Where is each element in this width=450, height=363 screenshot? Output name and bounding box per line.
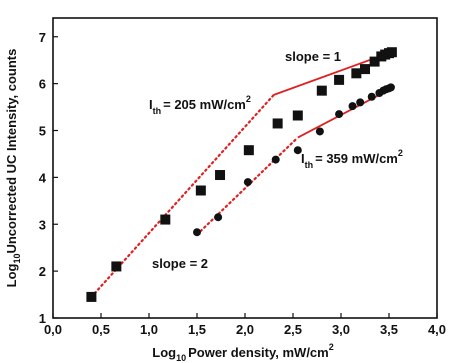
x-tick-label: 3,0 [332, 322, 350, 337]
data-point-square [351, 68, 362, 79]
data-point-circle [367, 92, 376, 101]
x-tick-label: 4,0 [428, 322, 446, 337]
annotation-threshold-2: Ith = 359 mW/cm2 [301, 148, 403, 170]
data-point-square [86, 291, 97, 302]
data-point-square [272, 118, 283, 129]
y-tick-label: 2 [39, 264, 46, 279]
axis-ticks: 0,0 0,5 1,0 1,5 2,0 2,5 3,0 3,5 4,0 1 2 3 4 5 6 7 [39, 30, 446, 337]
data-point-square [292, 110, 303, 121]
data-point-square [243, 145, 254, 156]
fit-line-dotted [195, 136, 299, 236]
data-point-circle [193, 228, 201, 237]
annotation-slope-2: slope = 2 [152, 256, 208, 271]
data-point-circle [315, 127, 324, 136]
data-point-circle [386, 83, 395, 92]
y-tick-label: 4 [39, 170, 47, 185]
annotation-threshold-1: Ith = 205 mW/cm2 [149, 94, 251, 116]
x-tick-label: 1,0 [140, 322, 158, 337]
data-point-circle [335, 110, 344, 119]
data-point-square [369, 56, 380, 67]
fit-lines [90, 50, 395, 299]
x-tick-label: 3,5 [380, 322, 398, 337]
data-points [86, 47, 397, 302]
x-tick-label: 2,5 [284, 322, 302, 337]
data-point-square [195, 185, 206, 196]
data-point-square [386, 47, 397, 58]
data-point-circle [271, 155, 280, 164]
data-point-circle [243, 178, 252, 187]
data-point-square [316, 85, 327, 96]
data-point-square [360, 64, 370, 75]
y-tick-label: 5 [39, 124, 46, 139]
data-point-square [160, 214, 171, 225]
x-tick-label: 2,0 [236, 322, 254, 337]
x-tick-label: 1,5 [188, 322, 206, 337]
annotation-slope-1: slope = 1 [285, 49, 341, 64]
y-tick-label: 1 [39, 311, 46, 326]
data-point-circle [356, 98, 365, 107]
data-point-circle [293, 146, 302, 155]
y-tick-label: 7 [39, 30, 46, 45]
data-point-square [111, 261, 122, 272]
data-point-square [334, 74, 345, 85]
y-axis-label: Log10Uncorrected UC Intensity, counts [4, 49, 22, 288]
data-point-circle [348, 102, 357, 111]
x-axis-label: Log10 Power density, mW/cm2 [152, 342, 334, 363]
y-tick-label: 6 [39, 77, 46, 92]
y-tick-label: 3 [39, 217, 46, 232]
data-point-square [215, 170, 226, 181]
data-point-circle [214, 213, 223, 222]
x-tick-label: 0,0 [44, 322, 62, 337]
fit-line-dotted [90, 93, 275, 299]
x-tick-label: 0,5 [92, 322, 110, 337]
